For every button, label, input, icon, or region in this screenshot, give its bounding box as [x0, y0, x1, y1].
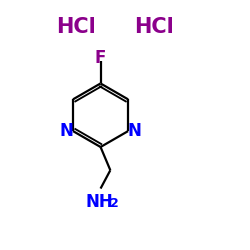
Text: F: F: [95, 49, 106, 67]
Text: HCl: HCl: [134, 17, 174, 37]
Text: NH: NH: [86, 194, 113, 212]
Text: 2: 2: [110, 197, 118, 210]
Text: N: N: [60, 122, 74, 140]
Text: HCl: HCl: [56, 17, 96, 37]
Text: N: N: [127, 122, 141, 140]
